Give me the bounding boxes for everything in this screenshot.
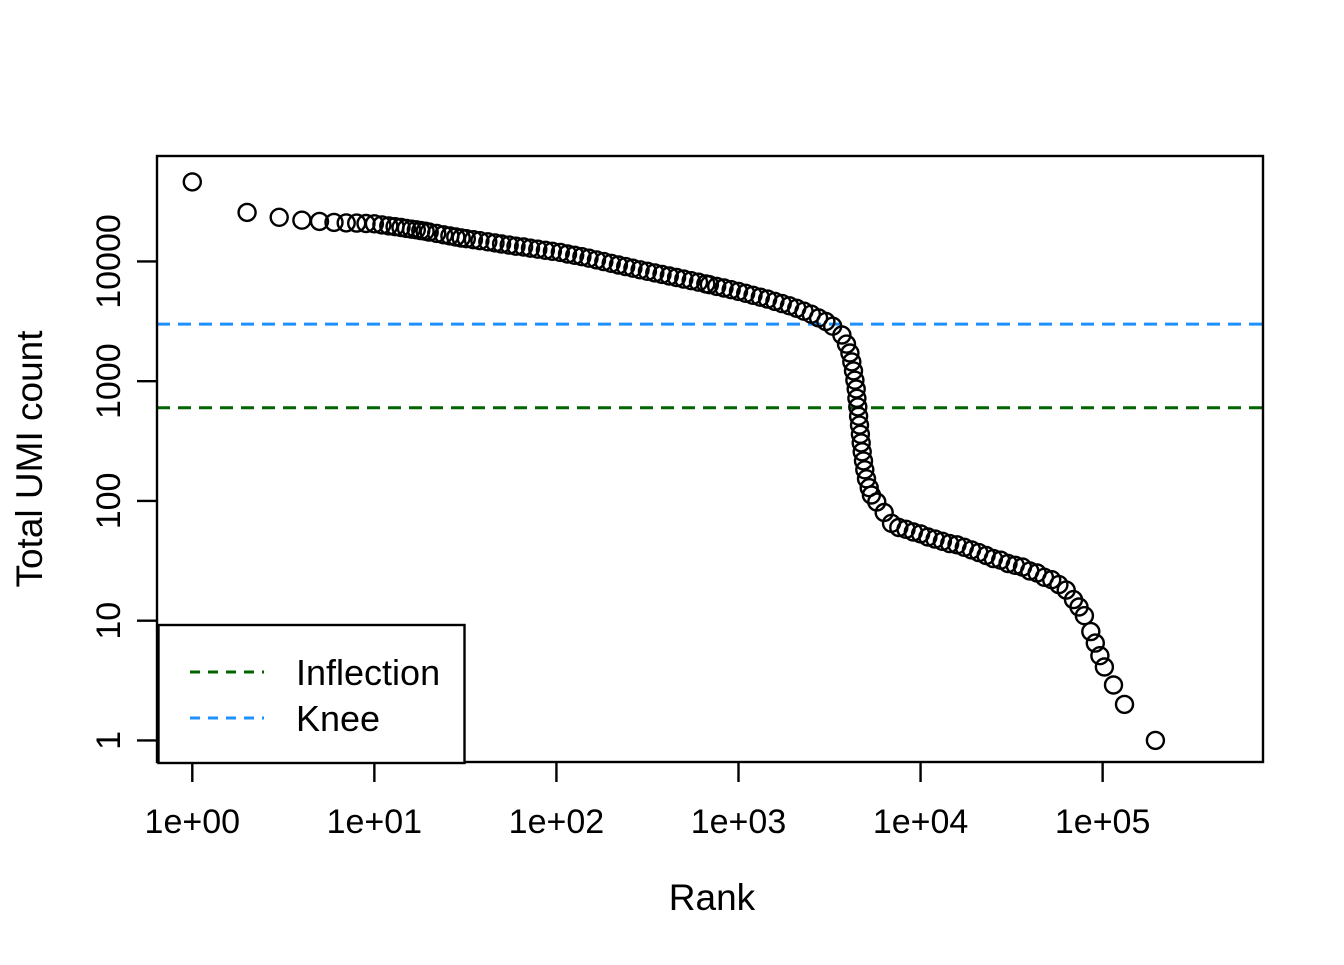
data-point [674,269,694,289]
data-point [736,283,756,303]
x-tick-label: 1e+04 [873,803,969,841]
data-point [309,211,330,232]
legend: Inflection Knee [157,623,466,765]
data-point [851,433,871,453]
data-point [463,229,484,250]
data-points [182,172,1166,751]
data-point [845,370,865,390]
data-point [419,222,439,242]
y-tick-label: 10000 [90,214,128,309]
data-point [608,255,629,275]
data-point [836,334,857,354]
data-point [182,172,203,192]
data-point [572,247,592,267]
data-point [506,236,526,256]
legend-label-inflection: Inflection [296,652,440,693]
data-point [485,233,505,253]
data-point [853,451,874,471]
legend-label-knee: Knee [296,698,380,739]
data-point [728,281,749,302]
data-point [470,230,490,251]
data-point [623,258,643,278]
data-point [499,235,519,255]
y-tick-label: 10 [90,602,128,640]
data-point [659,266,679,286]
data-point [336,213,356,233]
data-point [616,256,636,277]
data-point [652,264,672,285]
data-point [699,275,720,295]
x-tick-label: 1e+05 [1055,803,1151,841]
data-point [594,251,614,272]
data-point [743,285,763,305]
data-point [688,272,709,292]
data-point [940,533,960,554]
data-point [237,202,257,223]
data-point [535,240,556,261]
data-point [586,250,607,270]
x-tick-label: 1e+03 [691,803,787,841]
data-point [1074,606,1095,626]
data-point [721,280,741,300]
data-point [630,260,650,280]
data-point [1081,621,1101,642]
data-point [666,267,687,288]
x-axis-title: Rank [669,877,756,918]
data-point [550,242,570,263]
data-point [1145,730,1166,751]
data-point [491,234,512,254]
legend-box [157,623,466,765]
reference-lines [157,322,1263,410]
data-point [372,215,392,235]
data-point [840,343,860,363]
data-point [542,241,563,262]
data-point [1085,633,1106,653]
data-point [852,442,872,462]
data-point [601,253,621,273]
data-point [645,263,665,283]
x-tick-label: 1e+00 [145,803,241,841]
data-point [681,271,701,291]
data-point [1094,657,1115,677]
data-point [579,248,599,268]
data-point [513,237,534,257]
data-point [528,239,548,259]
data-point [714,278,734,298]
y-axis-title: Total UMI count [9,330,50,588]
y-tick-label: 1000 [90,343,128,419]
data-point [456,228,476,249]
data-point [1103,675,1124,695]
data-point [520,238,541,258]
data-point [1090,646,1110,666]
data-point [848,406,869,426]
x-axis: 1e+00 1e+01 1e+02 1e+03 1e+04 1e+05 [145,762,1151,841]
data-point [998,553,1018,574]
data-point [565,245,585,266]
data-point [832,325,852,345]
data-point [324,212,344,233]
data-point [843,361,864,381]
data-point [269,207,289,228]
data-point [1114,694,1135,715]
data-point [637,261,658,281]
data-point [842,352,862,372]
data-point [848,397,868,417]
x-tick-label: 1e+02 [509,803,605,841]
data-point [557,244,578,264]
data-point [364,214,385,234]
plot-border [155,154,1265,764]
y-axis: 1 10 100 1000 10000 [90,214,157,750]
y-tick-label: 1 [90,731,128,750]
y-tick-label: 100 [90,473,128,530]
data-point [855,460,875,480]
x-tick-label: 1e+01 [327,803,423,841]
data-point [427,223,447,244]
data-point [478,232,498,252]
data-point [707,276,727,297]
